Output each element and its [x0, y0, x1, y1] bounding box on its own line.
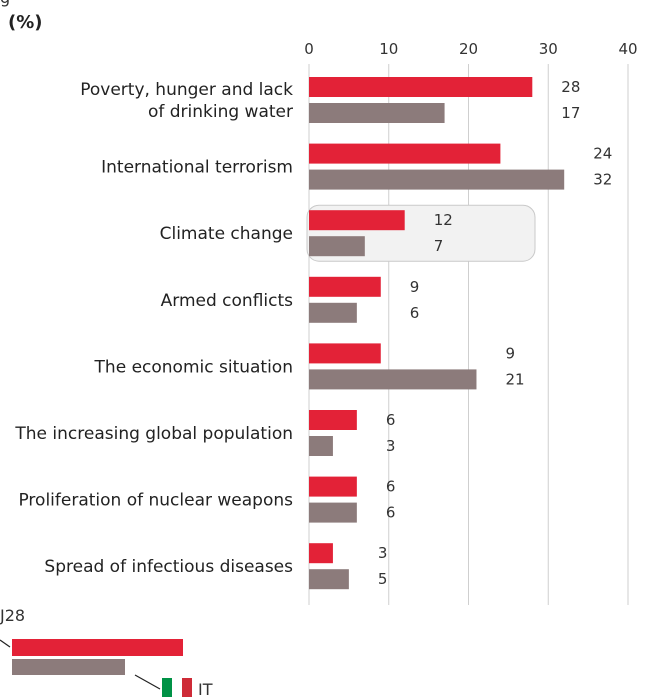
category-label: of drinking water	[148, 102, 293, 122]
value-label: 32	[593, 171, 612, 189]
value-label: 21	[505, 370, 524, 388]
unit-label: (%)	[8, 12, 43, 33]
value-label: 6	[386, 504, 396, 522]
value-label: 6	[386, 411, 396, 429]
bar-it	[309, 103, 445, 123]
bar-it	[309, 502, 357, 523]
category-label: Climate change	[160, 224, 293, 244]
it-flag-stripe	[162, 678, 172, 697]
bar-eu28	[309, 543, 333, 564]
value-label: 12	[434, 211, 453, 229]
value-label: 9	[505, 344, 515, 362]
bar-it	[309, 569, 349, 590]
bar-eu28	[309, 343, 381, 364]
category-label: The economic situation	[94, 357, 293, 377]
bar-it	[309, 302, 357, 323]
legend-eu-label: J28	[0, 606, 26, 625]
value-label: 7	[434, 237, 444, 255]
x-tick-label: 40	[618, 40, 637, 58]
x-tick-label: 20	[459, 40, 478, 58]
bar-eu28	[309, 77, 533, 97]
it-flag-stripe	[172, 678, 182, 697]
legend-it-label: IT	[198, 680, 213, 699]
cut-off-title: g	[0, 0, 10, 7]
category-label: The increasing global population	[14, 424, 293, 444]
value-label: 3	[378, 544, 388, 562]
value-label: 5	[378, 570, 388, 588]
value-label: 3	[386, 437, 396, 455]
value-label: 6	[410, 304, 420, 322]
it-flag-stripe	[182, 678, 192, 697]
legend-it-bar	[12, 659, 125, 675]
value-label: 24	[593, 145, 612, 163]
legend-eu-leader	[0, 639, 11, 648]
bar-it	[309, 169, 565, 190]
legend-eu-bar	[12, 639, 183, 656]
value-label: 17	[561, 104, 580, 122]
bar-it	[309, 236, 365, 257]
legend-it-leader	[134, 674, 161, 690]
value-label: 9	[410, 278, 420, 296]
x-tick-label: 10	[379, 40, 398, 58]
category-label: Proliferation of nuclear weapons	[18, 491, 293, 511]
bar-it	[309, 436, 333, 456]
x-tick-label: 30	[539, 40, 558, 58]
x-tick-label: 0	[304, 40, 314, 58]
bar-eu28	[309, 276, 381, 297]
value-label: 6	[386, 478, 396, 496]
bar-it	[309, 369, 477, 390]
category-label: International terrorism	[101, 158, 293, 178]
bar-eu28	[309, 410, 357, 430]
bar-eu28	[309, 476, 357, 497]
category-label: Spread of infectious diseases	[44, 557, 293, 577]
value-label: 28	[561, 78, 580, 96]
bar-eu28	[309, 210, 405, 231]
category-label: Armed conflicts	[161, 291, 293, 311]
category-label: Poverty, hunger and lack	[80, 80, 293, 100]
bar-eu28	[309, 143, 501, 164]
